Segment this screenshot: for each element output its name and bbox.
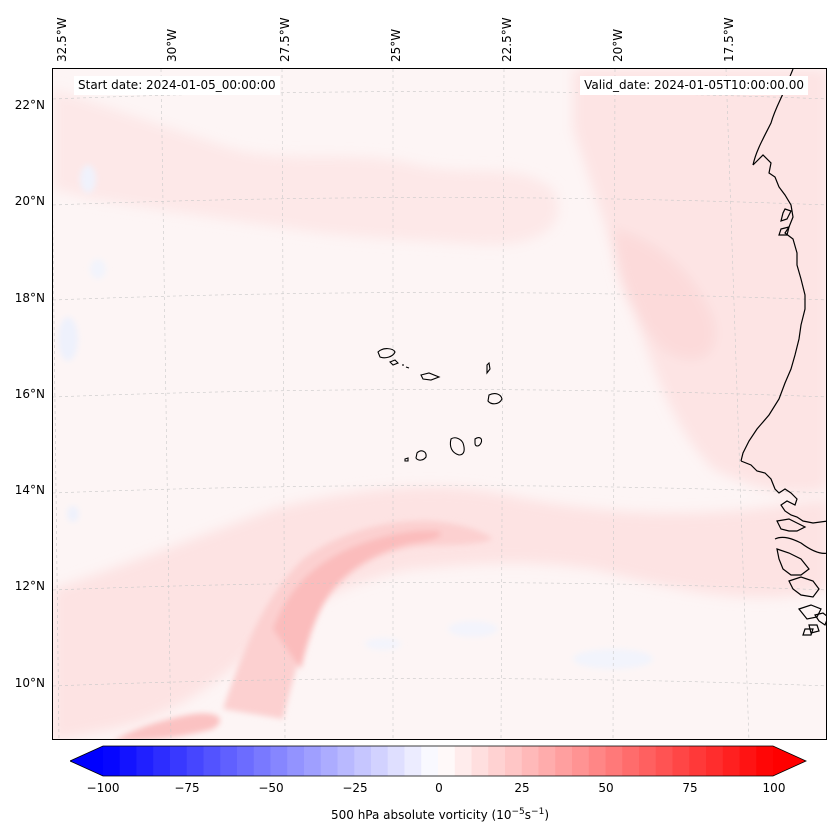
vorticity-map bbox=[53, 69, 826, 739]
colorbar-tick-25: 25 bbox=[514, 781, 530, 795]
valid-date-label: Valid_date: 2024-01-05T10:00:00.00 bbox=[580, 76, 808, 95]
colorbar-cell bbox=[521, 746, 540, 776]
colorbar-cell bbox=[103, 746, 121, 776]
colorbar bbox=[70, 745, 807, 777]
lon-label-27-5w: 27.5°W bbox=[278, 17, 292, 62]
colorbar-cell bbox=[538, 746, 556, 776]
colorbar-cell bbox=[622, 746, 640, 776]
colorbar-cell bbox=[471, 746, 489, 776]
lat-label-18n: 18°N bbox=[14, 291, 45, 305]
colorbar-low-extend bbox=[70, 746, 103, 776]
lat-label-20n: 20°N bbox=[14, 194, 45, 208]
colorbar-cell bbox=[287, 746, 305, 776]
colorbar-cell bbox=[354, 746, 372, 776]
vorticity-band bbox=[116, 520, 493, 739]
lat-label-22n: 22°N bbox=[14, 98, 45, 112]
colorbar-tick-minus-25: −25 bbox=[342, 781, 368, 795]
vorticity-weak-negative-areas bbox=[58, 165, 653, 669]
colorbar-cell bbox=[371, 746, 389, 776]
lon-label-32-5w: 32.5°W bbox=[55, 17, 69, 62]
colorbar-cell bbox=[572, 746, 590, 776]
colorbar-cell bbox=[220, 746, 238, 776]
colorbar-cell bbox=[253, 746, 272, 776]
colorbar-tick-75: 75 bbox=[682, 781, 698, 795]
lat-label-14n: 14°N bbox=[14, 483, 45, 497]
colorbar-tick-0: 0 bbox=[435, 781, 443, 795]
colorbar-cell bbox=[119, 746, 138, 776]
colorbar-cell bbox=[387, 746, 406, 776]
colorbar-cell bbox=[404, 746, 422, 776]
colorbar-cell bbox=[555, 746, 573, 776]
start-date-label: Start date: 2024-01-05_00:00:00 bbox=[74, 76, 280, 95]
colorbar-cell bbox=[672, 746, 690, 776]
african-coastline bbox=[740, 69, 826, 636]
colorbar-tick-100: 100 bbox=[762, 781, 786, 795]
colorbar-cell bbox=[170, 746, 188, 776]
colorbar-cell bbox=[639, 746, 657, 776]
colorbar-cell bbox=[588, 746, 607, 776]
colorbar-cell bbox=[237, 746, 255, 776]
lon-label-17-5w: 17.5°W bbox=[722, 17, 736, 62]
map-panel bbox=[52, 68, 827, 740]
colorbar-tick-minus-100: −100 bbox=[86, 781, 120, 795]
colorbar-cell bbox=[689, 746, 707, 776]
lon-label-25w: 25°W bbox=[389, 28, 403, 62]
colorbar-tick-minus-75: −75 bbox=[174, 781, 200, 795]
colorbar-cell bbox=[655, 746, 674, 776]
colorbar-cell bbox=[337, 746, 355, 776]
lon-label-20w: 20°W bbox=[611, 28, 625, 62]
colorbar-label: 500 hPa absolute vorticity (10−5s−1) bbox=[330, 807, 550, 822]
colorbar-cell bbox=[438, 746, 456, 776]
colorbar-cell bbox=[320, 746, 339, 776]
colorbar-cell bbox=[270, 746, 288, 776]
lon-label-30w: 30°W bbox=[165, 28, 179, 62]
colorbar-cell bbox=[186, 746, 205, 776]
lat-label-10n: 10°N bbox=[14, 676, 45, 690]
colorbar-cell bbox=[756, 746, 774, 776]
colorbar-cell bbox=[505, 746, 523, 776]
colorbar-cell bbox=[722, 746, 741, 776]
colorbar-cell bbox=[739, 746, 757, 776]
colorbar-outline bbox=[70, 745, 807, 777]
colorbar-cells bbox=[103, 746, 774, 776]
colorbar-cell bbox=[706, 746, 724, 776]
graticule bbox=[53, 69, 826, 739]
colorbar-cell bbox=[421, 746, 439, 776]
lon-label-22-5w: 22.5°W bbox=[500, 17, 514, 62]
colorbar-cell bbox=[454, 746, 473, 776]
cape-verde-islands bbox=[377, 348, 503, 462]
colorbar-tick-50: 50 bbox=[598, 781, 614, 795]
vorticity-weak-positive-areas bbox=[53, 69, 826, 739]
colorbar-cell bbox=[136, 746, 154, 776]
lat-label-12n: 12°N bbox=[14, 579, 45, 593]
colorbar-cell bbox=[605, 746, 623, 776]
colorbar-tick-minus-50: −50 bbox=[258, 781, 284, 795]
colorbar-cell bbox=[304, 746, 322, 776]
colorbar-cell bbox=[488, 746, 506, 776]
lat-label-16n: 16°N bbox=[14, 387, 45, 401]
colorbar-cell bbox=[153, 746, 171, 776]
colorbar-cell bbox=[203, 746, 221, 776]
colorbar-high-extend bbox=[773, 746, 806, 776]
